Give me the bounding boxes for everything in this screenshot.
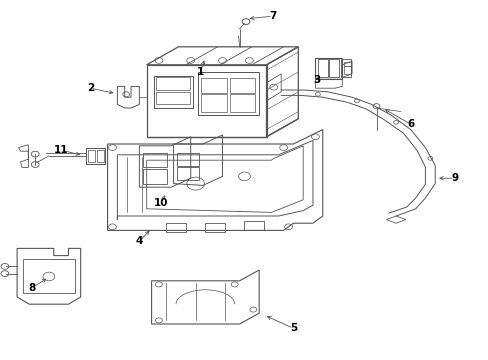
Text: 4: 4 bbox=[135, 236, 143, 246]
Bar bbox=[343, 66, 350, 74]
Bar bbox=[201, 78, 226, 93]
Text: 3: 3 bbox=[313, 75, 320, 85]
Bar bbox=[156, 92, 189, 104]
Text: 9: 9 bbox=[450, 173, 457, 183]
Bar bbox=[88, 150, 95, 162]
Text: 2: 2 bbox=[87, 83, 94, 93]
Text: 5: 5 bbox=[289, 323, 296, 333]
Bar bbox=[229, 78, 255, 93]
Bar bbox=[328, 59, 338, 77]
Bar bbox=[317, 59, 327, 77]
Text: 11: 11 bbox=[54, 145, 68, 155]
Bar bbox=[340, 59, 350, 77]
Bar bbox=[156, 77, 189, 90]
Text: 10: 10 bbox=[154, 198, 168, 208]
Text: 6: 6 bbox=[407, 119, 413, 129]
Bar bbox=[177, 153, 199, 166]
Bar bbox=[23, 259, 75, 293]
Text: 7: 7 bbox=[268, 11, 276, 21]
Bar bbox=[142, 153, 167, 167]
Bar bbox=[201, 94, 226, 112]
Bar bbox=[97, 150, 103, 162]
Bar bbox=[343, 62, 350, 66]
Text: 8: 8 bbox=[28, 283, 35, 293]
Bar bbox=[142, 169, 167, 184]
Text: 1: 1 bbox=[197, 67, 203, 77]
Bar bbox=[177, 167, 199, 180]
Bar bbox=[229, 94, 255, 112]
